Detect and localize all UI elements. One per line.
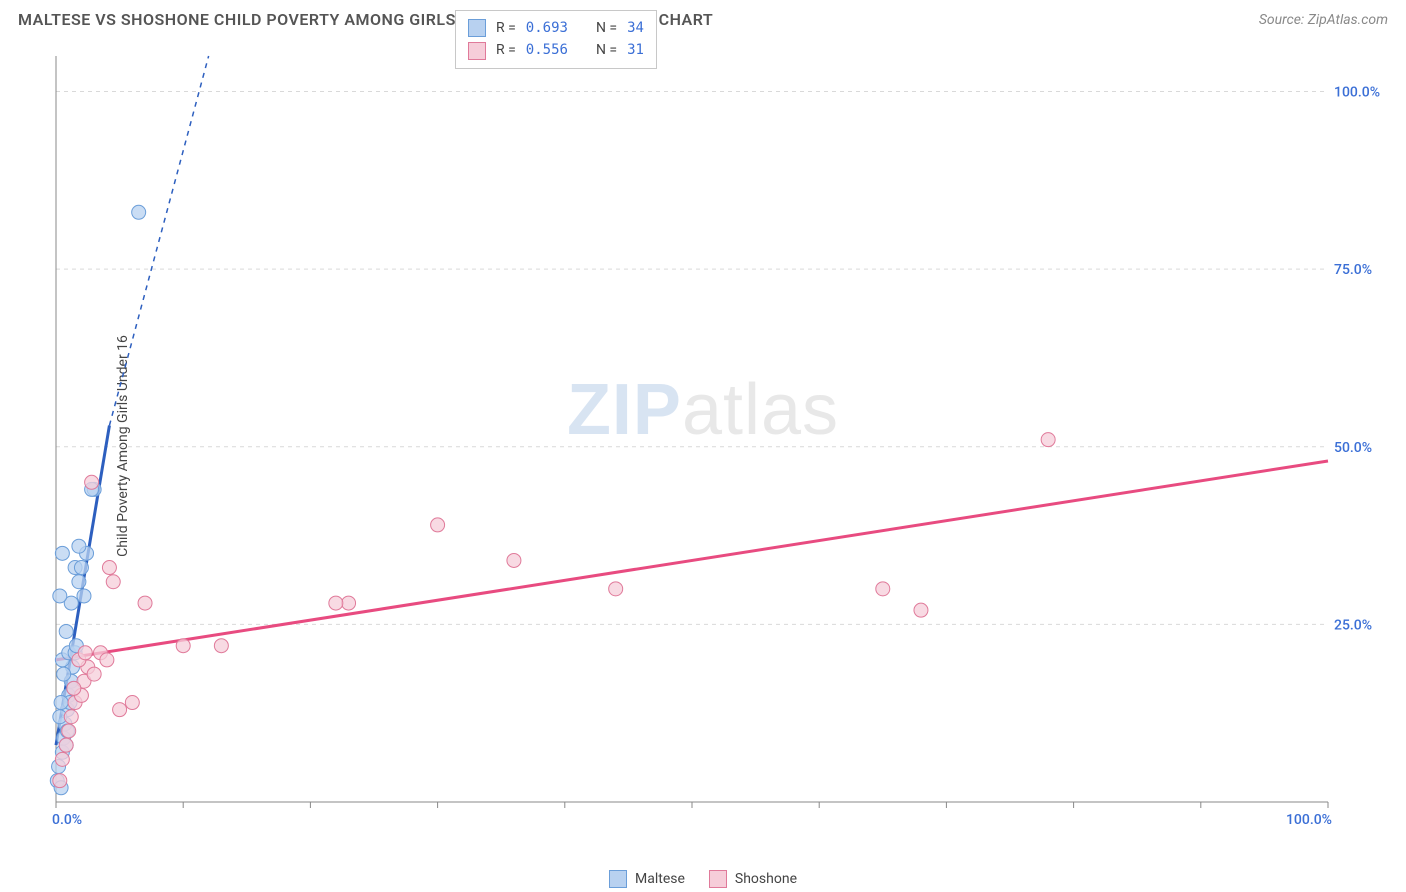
r-value-maltese: 0.693: [526, 17, 568, 39]
legend-item-maltese: Maltese: [609, 870, 685, 888]
stats-row-shoshone: R = 0.556 N = 31: [468, 39, 644, 61]
n-value-maltese: 34: [627, 17, 644, 39]
r-label: R =: [496, 17, 516, 39]
source-credit: Source: ZipAtlas.com: [1259, 12, 1388, 28]
title-bar: MALTESE VS SHOSHONE CHILD POVERTY AMONG …: [0, 0, 1406, 35]
n-label: N =: [596, 17, 617, 39]
svg-text:25.0%: 25.0%: [1334, 617, 1372, 633]
r-value-shoshone: 0.556: [526, 39, 568, 61]
stats-row-maltese: R = 0.693 N = 34: [468, 17, 644, 39]
legend-item-shoshone: Shoshone: [709, 870, 797, 888]
svg-text:100.0%: 100.0%: [1286, 812, 1332, 828]
n-value-shoshone: 31: [627, 39, 644, 61]
series-legend: Maltese Shoshone: [609, 870, 797, 888]
legend-label-maltese: Maltese: [635, 871, 685, 887]
scatter-plot: 25.0% 50.0% 75.0% 100.0% 0.0% 100.0%: [48, 48, 1388, 838]
n-label: N =: [596, 39, 617, 61]
swatch-shoshone: [468, 42, 486, 60]
swatch-maltese-icon: [609, 870, 627, 888]
legend-label-shoshone: Shoshone: [735, 871, 797, 887]
r-label: R =: [496, 39, 516, 61]
swatch-maltese: [468, 19, 486, 37]
svg-text:0.0%: 0.0%: [52, 812, 82, 828]
svg-text:75.0%: 75.0%: [1334, 262, 1372, 278]
svg-text:50.0%: 50.0%: [1334, 440, 1372, 456]
swatch-shoshone-icon: [709, 870, 727, 888]
stats-legend: R = 0.693 N = 34 R = 0.556 N = 31: [455, 10, 657, 69]
svg-text:100.0%: 100.0%: [1334, 85, 1380, 101]
